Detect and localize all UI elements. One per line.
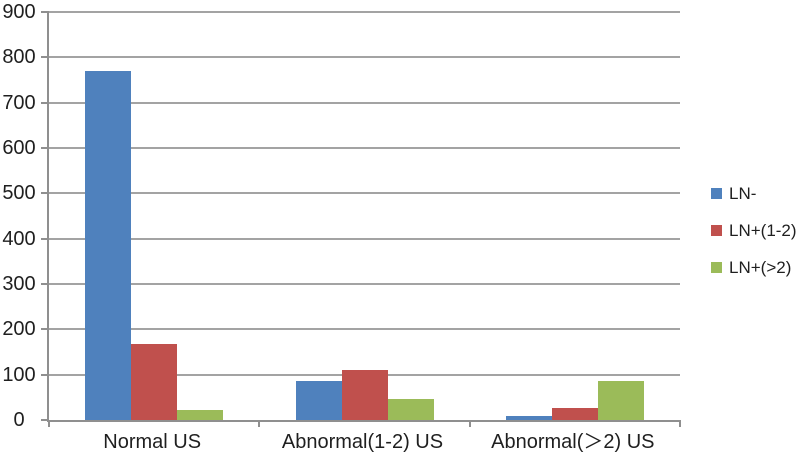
y-axis-tick <box>41 147 49 149</box>
y-axis-tick <box>41 192 49 195</box>
y-axis-tick-label: 600 <box>2 137 36 159</box>
y-axis-tick-label: 500 <box>2 182 36 205</box>
x-axis-category-label: Abnormal(＞2) US <box>491 431 655 453</box>
legend-label: LN- <box>729 183 757 203</box>
gridline-y-300 <box>49 283 680 285</box>
y-axis-tick-label: 700 <box>2 91 36 114</box>
y-axis-tick-label: 400 <box>2 227 36 250</box>
bar-LN--Abnormal(＞2) US <box>505 416 552 420</box>
y-axis-tick <box>41 328 49 331</box>
y-axis-tick <box>41 283 49 285</box>
legend-swatch-icon <box>711 262 722 273</box>
x-axis-tick <box>258 420 261 427</box>
legend-item-LN+(>2): LN+(>2) <box>711 249 797 286</box>
legend: LN- LN+(1-2) LN+(>2) <box>711 175 797 286</box>
x-axis-tick <box>48 420 50 427</box>
x-axis-category-label: Abnormal(1-2) US <box>281 431 444 453</box>
y-axis-tick <box>41 373 49 376</box>
gridline-y-400 <box>49 237 680 240</box>
bar-LN+(1-2)-Normal US <box>131 344 178 420</box>
x-axis-tick <box>679 420 681 427</box>
bar-LN--Normal US <box>85 71 132 420</box>
gridline-y-600 <box>49 147 680 149</box>
legend-label: LN+(>2) <box>729 257 792 277</box>
plot-area <box>41 11 681 427</box>
x-axis-category-label: Normal US <box>103 431 202 453</box>
y-axis-tick-label: 100 <box>2 363 36 386</box>
y-axis-tick-label: 300 <box>2 273 36 295</box>
y-axis-tick <box>41 419 49 421</box>
gridline-y-200 <box>49 328 680 331</box>
x-axis-tick <box>468 420 471 427</box>
y-axis-tick-label: 800 <box>2 46 36 69</box>
legend-label: LN+(1-2) <box>729 220 797 240</box>
bar-LN+(>2)-Abnormal(＞2) US <box>597 381 644 420</box>
y-axis-tick <box>41 101 49 104</box>
y-axis-tick <box>41 237 49 240</box>
y-axis-tick-label: 900 <box>2 1 36 23</box>
legend-item-LN-: LN- <box>711 175 797 212</box>
y-axis-tick-label: 200 <box>2 318 36 341</box>
y-axis-tick-label: 0 <box>13 409 25 431</box>
y-axis-tick <box>41 11 49 13</box>
bar-LN+(1-2)-Abnormal(1-2) US <box>341 370 388 420</box>
legend-swatch-icon <box>711 225 722 236</box>
bar-LN+(1-2)-Abnormal(＞2) US <box>551 408 598 420</box>
bar-LN+(>2)-Abnormal(1-2) US <box>387 399 434 420</box>
gridline-y-500 <box>49 192 680 195</box>
gridline-y-900 <box>49 11 680 13</box>
bar-LN+(>2)-Normal US <box>177 410 224 420</box>
gridline-y-700 <box>49 101 680 104</box>
legend-item-LN+(1-2): LN+(1-2) <box>711 212 797 249</box>
gridline-y-800 <box>49 56 680 59</box>
y-axis-tick <box>41 56 49 59</box>
bar-LN--Abnormal(1-2) US <box>295 381 342 420</box>
legend-swatch-icon <box>711 188 722 199</box>
